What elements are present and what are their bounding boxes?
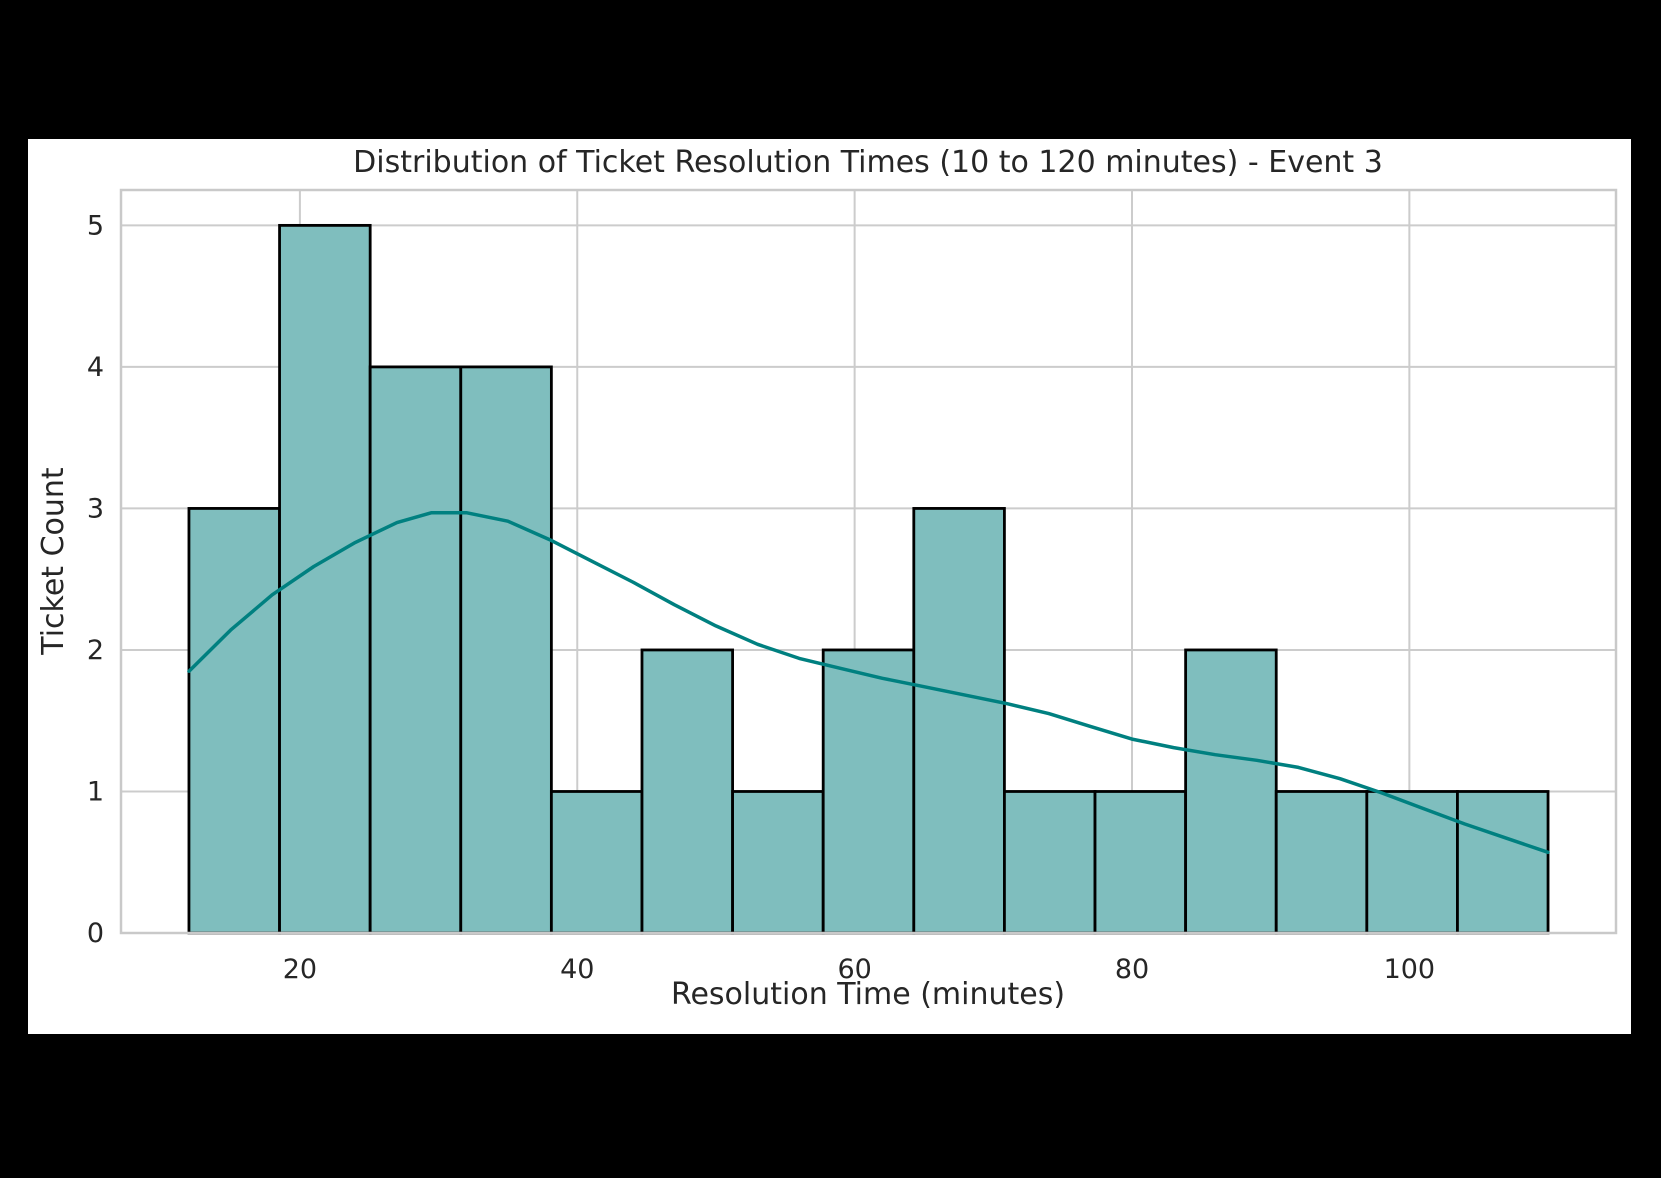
kde-curve [187, 510, 1550, 855]
x-tick-label: 100 [1384, 954, 1436, 985]
kde-layer [187, 510, 1550, 855]
histogram-bar [1184, 648, 1278, 935]
histogram-bar [187, 507, 281, 935]
histogram-bar [1274, 790, 1369, 935]
plot-border [119, 188, 1618, 935]
y-tick-label: 3 [87, 493, 104, 524]
y-tick-label: 2 [87, 635, 104, 666]
y-tick-label: 1 [87, 776, 104, 807]
histogram-bar [1003, 790, 1097, 935]
histogram-bar [1365, 790, 1459, 935]
y-axis-label: Ticket Count [36, 467, 71, 656]
x-axis-label: Resolution Time (minutes) [671, 977, 1065, 1012]
histogram-bar [912, 507, 1006, 935]
histogram-bar [640, 648, 734, 935]
histogram-bar [368, 365, 463, 935]
y-tick-label: 4 [87, 352, 104, 383]
x-tick-label: 40 [560, 954, 594, 985]
y-tick-label: 5 [87, 210, 104, 241]
histogram-bar [549, 790, 644, 935]
tick-layer: 20 40 60 80 100 0 1 2 3 4 5 [87, 210, 1435, 985]
histogram-bar [1456, 790, 1550, 935]
histogram-bar [1093, 790, 1188, 935]
x-tick-label: 20 [283, 954, 317, 985]
x-tick-label: 80 [1115, 954, 1149, 985]
histogram-bar [459, 365, 553, 935]
chart-title: Distribution of Ticket Resolution Times … [353, 145, 1383, 180]
spine-layer [119, 188, 1618, 935]
y-tick-label: 0 [87, 918, 104, 949]
histogram-bar [821, 648, 916, 935]
histogram-bar [731, 790, 825, 935]
x-tick-label: 60 [837, 954, 871, 985]
